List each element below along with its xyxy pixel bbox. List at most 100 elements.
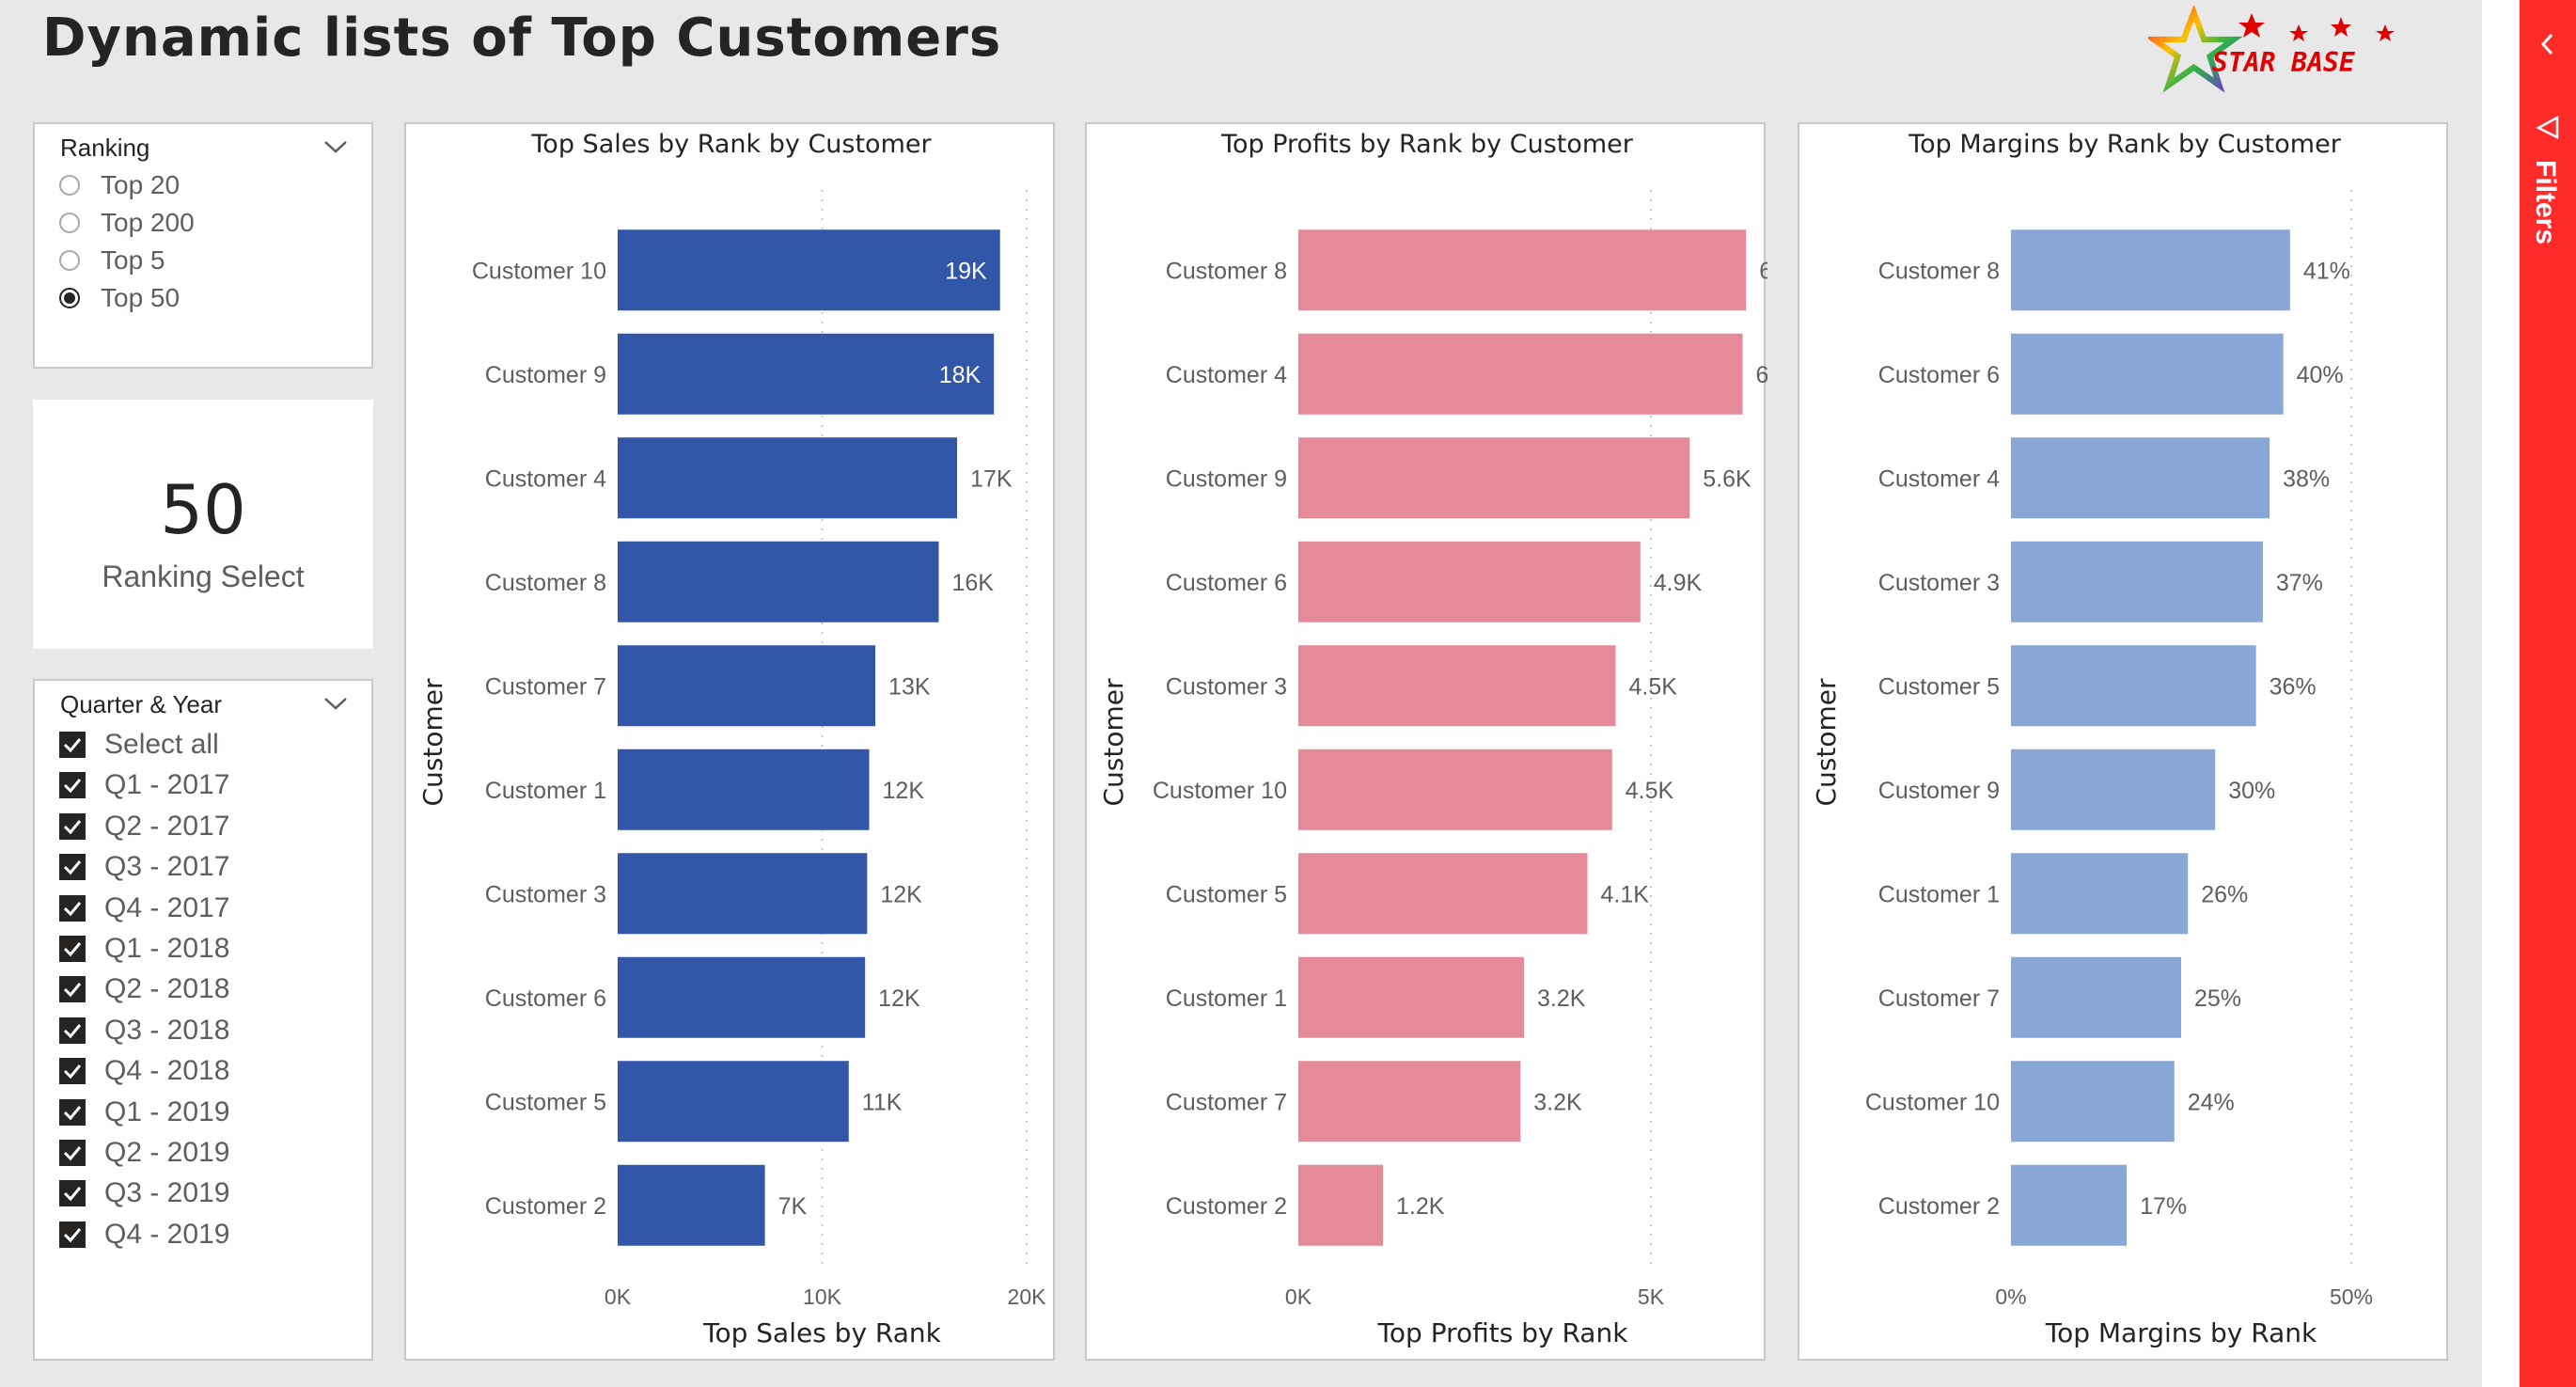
checkbox-checked-icon[interactable] [59, 1058, 86, 1085]
quarter-option[interactable]: Q2 - 2019 [59, 1134, 229, 1172]
x-tick-label: 20K [1008, 1285, 1047, 1309]
radio-icon[interactable] [59, 175, 80, 196]
bar [618, 333, 995, 415]
checkbox-checked-icon[interactable] [59, 1140, 86, 1166]
category-label: Customer 3 [1166, 673, 1287, 700]
quarter-year-slicer-title: Quarter & Year [60, 690, 222, 718]
ranking-option[interactable]: Top 20 [59, 167, 180, 203]
bar [2011, 956, 2181, 1038]
quarter-option[interactable]: Q4 - 2017 [59, 890, 229, 927]
sales-chart-card: Top Sales by Rank by Customer 0K 10K 20K Top… [404, 122, 1055, 1361]
data-label: 36% [2270, 673, 2317, 700]
filters-label[interactable]: Filters [2530, 160, 2561, 245]
chart-title: Top Sales by Rank by Customer [530, 130, 932, 159]
filters-pane[interactable] [2520, 0, 2576, 1387]
data-label: 37% [2276, 570, 2323, 596]
quarter-option-label: Q3 - 2019 [104, 1177, 230, 1209]
category-label: Customer 8 [1166, 258, 1287, 284]
ranking-slicer: Ranking Top 20 Top 200 Top 5 Top 50 [33, 122, 373, 369]
quarter-option[interactable]: Q4 - 2019 [59, 1216, 229, 1253]
ranking-option[interactable]: Top 5 [59, 243, 165, 278]
radio-selected-icon[interactable] [59, 288, 80, 308]
radio-icon[interactable] [59, 250, 80, 271]
y-axis-label: Customer [417, 678, 448, 806]
checkbox-checked-icon[interactable] [59, 1017, 86, 1044]
data-label: 18K [939, 362, 982, 388]
x-tick-label: 10K [803, 1285, 842, 1309]
bar [2011, 437, 2270, 519]
quarter-option[interactable]: Q2 - 2017 [59, 808, 229, 845]
checkbox-checked-icon[interactable] [59, 976, 86, 1003]
data-label: 17% [2140, 1193, 2187, 1220]
category-label: Customer 6 [1166, 570, 1287, 596]
checkbox-checked-icon[interactable] [59, 772, 86, 799]
bar [1298, 645, 1616, 727]
quarter-option[interactable]: Q1 - 2018 [59, 930, 229, 968]
quarter-option-label: Q1 - 2018 [104, 933, 230, 964]
x-tick-label: 0K [605, 1285, 632, 1309]
checkbox-checked-icon[interactable] [59, 732, 86, 758]
chart-title: Top Profits by Rank by Customer [1220, 130, 1634, 159]
top-sales-chart: Top Sales by Rank by Customer 0K 10K 20K Top… [417, 130, 1047, 1348]
data-label: 19K [945, 258, 987, 284]
ranking-option-label: Top 20 [101, 170, 181, 199]
ranking-option-label: Top 50 [101, 283, 181, 312]
quarter-option-label: Q4 - 2018 [104, 1055, 230, 1087]
checkbox-checked-icon[interactable] [59, 1180, 86, 1207]
data-label: 40% [2297, 362, 2344, 388]
bar [618, 1164, 765, 1246]
quarter-option[interactable]: Q1 - 2017 [59, 766, 229, 804]
bar [2011, 1061, 2175, 1143]
star-icon [2289, 24, 2308, 41]
quarter-option[interactable]: Q1 - 2019 [59, 1094, 229, 1131]
checkbox-checked-icon[interactable] [59, 854, 86, 881]
chevron-left-icon[interactable] [2534, 30, 2562, 58]
select-all-option[interactable]: Select all [59, 726, 219, 764]
data-label: 4.9K [1654, 570, 1703, 596]
ranking-option[interactable]: Top 50 [59, 280, 180, 316]
bar [2011, 1164, 2128, 1246]
category-label: Customer 2 [1878, 1193, 2000, 1220]
x-axis-label: Top Profits by Rank [1377, 1317, 1629, 1348]
category-label: Customer 6 [1878, 362, 2000, 388]
data-label: 26% [2201, 881, 2248, 907]
quarter-option[interactable]: Q3 - 2017 [59, 848, 229, 886]
bar [618, 749, 870, 830]
ranking-slicer-title: Ranking [60, 134, 150, 162]
category-label: Customer 7 [1878, 985, 2000, 1012]
category-label: Customer 3 [485, 881, 606, 907]
quarter-option-label: Q2 - 2019 [104, 1137, 230, 1168]
bar [2011, 229, 2290, 311]
quarter-option-label: Select all [104, 729, 219, 760]
checkbox-checked-icon[interactable] [59, 1221, 86, 1248]
data-label: 1.2K [1396, 1193, 1445, 1220]
checkbox-checked-icon[interactable] [59, 894, 86, 922]
x-tick-label: 50% [2330, 1285, 2373, 1309]
bar [1298, 541, 1641, 623]
bar [1298, 956, 1524, 1038]
category-label: Customer 1 [485, 778, 606, 804]
star-icon [2376, 24, 2395, 41]
quarter-option-label: Q3 - 2017 [104, 851, 230, 883]
quarter-option-label: Q4 - 2019 [104, 1218, 230, 1250]
data-label: 25% [2194, 985, 2241, 1012]
x-tick-label: 5K [1638, 1285, 1665, 1309]
chevron-down-icon[interactable] [322, 694, 349, 713]
checkbox-checked-icon[interactable] [59, 812, 86, 840]
bar [2011, 749, 2216, 830]
ranking-select-card: 50 Ranking Select [33, 400, 373, 649]
quarter-option[interactable]: Q3 - 2018 [59, 1012, 229, 1049]
quarter-option[interactable]: Q3 - 2019 [59, 1174, 229, 1212]
bar [618, 853, 868, 935]
category-label: Customer 3 [1878, 570, 2000, 596]
data-label: 6.3K [1756, 362, 1768, 388]
quarter-option[interactable]: Q4 - 2018 [59, 1052, 229, 1090]
checkbox-checked-icon[interactable] [59, 936, 86, 962]
radio-icon[interactable] [59, 213, 80, 233]
quarter-option[interactable]: Q2 - 2018 [59, 970, 229, 1008]
chevron-down-icon[interactable] [322, 137, 349, 156]
bar [1298, 1164, 1383, 1246]
ranking-option[interactable]: Top 200 [59, 205, 195, 241]
checkbox-checked-icon[interactable] [59, 1098, 86, 1126]
data-label: 24% [2188, 1089, 2235, 1115]
